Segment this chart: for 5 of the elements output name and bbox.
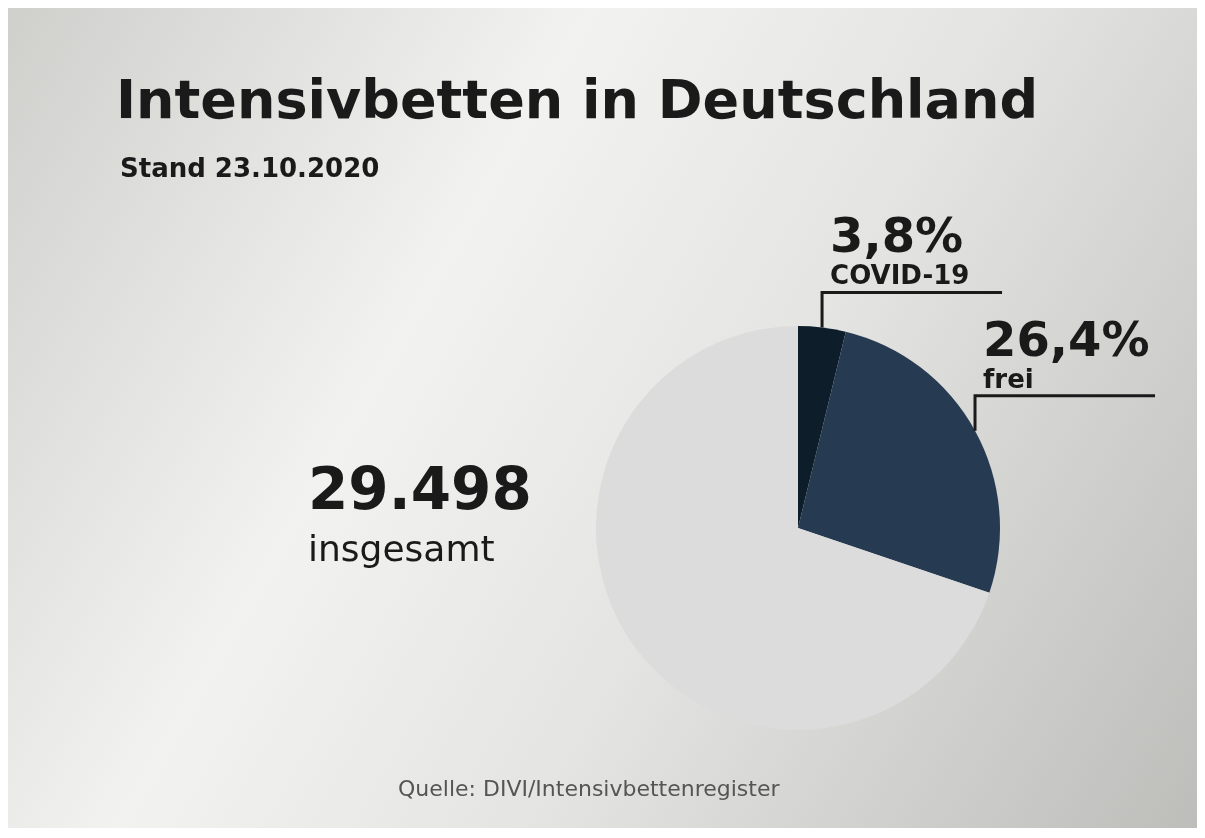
- text: 29.498 insgesamt: [308, 455, 532, 569]
- source-note: Quelle: DIVI/Intensivbettenregister: [398, 776, 780, 801]
- text: Stand 23.10.2020: [120, 153, 380, 183]
- pie-slice: [798, 326, 846, 528]
- chart-title: Intensivbetten in Deutschland: [116, 68, 1039, 131]
